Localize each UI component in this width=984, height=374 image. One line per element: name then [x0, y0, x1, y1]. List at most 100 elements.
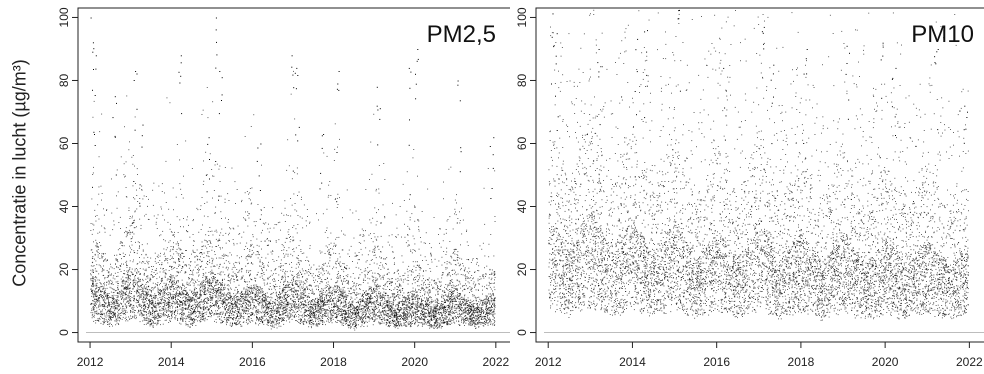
scatter-point: [155, 262, 157, 264]
scatter-point: [180, 318, 182, 320]
scatter-point: [266, 311, 268, 313]
scatter-point: [286, 295, 288, 297]
scatter-point: [413, 238, 415, 240]
scatter-point: [438, 309, 440, 311]
scatter-point: [382, 266, 384, 268]
scatter-point: [214, 212, 216, 213]
scatter-point: [93, 304, 95, 306]
scatter-point: [294, 282, 296, 284]
scatter-point: [365, 294, 366, 296]
scatter-point: [304, 288, 305, 290]
scatter-point: [329, 285, 330, 287]
scatter-point: [444, 318, 446, 320]
scatter-point: [399, 275, 401, 277]
scatter-point: [129, 305, 131, 307]
scatter-point: [96, 310, 98, 312]
scatter-point: [216, 313, 218, 315]
scatter-point: [156, 318, 158, 320]
scatter-point: [448, 283, 450, 285]
scatter-point: [336, 306, 338, 308]
scatter-point: [127, 270, 129, 271]
scatter-point: [305, 280, 307, 281]
scatter-point: [481, 315, 483, 317]
scatter-point: [250, 298, 252, 300]
scatter-point: [216, 257, 217, 259]
scatter-point: [451, 279, 453, 280]
scatter-point: [214, 289, 216, 291]
scatter-point: [303, 320, 305, 322]
scatter-point: [471, 320, 472, 322]
scatter-point: [294, 303, 296, 305]
scatter-point: [180, 323, 182, 325]
scatter-point: [475, 327, 477, 329]
scatter-point: [477, 319, 479, 321]
scatter-point: [407, 295, 409, 297]
scatter-point: [178, 258, 180, 260]
scatter-point: [215, 297, 217, 298]
scatter-point: [482, 319, 484, 320]
scatter-point: [284, 298, 286, 300]
scatter-point: [307, 302, 309, 304]
scatter-point: [442, 310, 444, 311]
scatter-point: [269, 286, 271, 287]
scatter-point: [277, 307, 279, 308]
scatter-point: [216, 303, 217, 305]
scatter-point: [338, 307, 339, 309]
scatter-point: [122, 290, 123, 292]
scatter-point: [150, 295, 151, 296]
scatter-point: [389, 325, 391, 326]
scatter-point: [121, 263, 122, 265]
scatter-point: [292, 227, 294, 228]
scatter-point: [197, 317, 198, 318]
scatter-point: [325, 301, 327, 303]
scatter-point: [150, 313, 152, 315]
scatter-point: [314, 313, 316, 314]
scatter-point: [381, 300, 383, 301]
scatter-point: [243, 316, 245, 317]
scatter-point: [143, 317, 145, 319]
scatter-point: [237, 308, 239, 310]
scatter-point: [282, 245, 284, 247]
scatter-point: [420, 267, 422, 269]
scatter-point: [204, 239, 206, 241]
scatter-point: [459, 283, 461, 285]
scatter-point: [103, 299, 105, 301]
scatter-point: [164, 301, 165, 303]
scatter-point: [299, 305, 301, 307]
scatter-point: [429, 312, 431, 314]
scatter-point: [360, 319, 361, 321]
scatter-point: [353, 284, 355, 286]
scatter-point: [284, 292, 286, 294]
scatter-point: [90, 249, 92, 251]
scatter-point: [332, 268, 333, 270]
scatter-point: [104, 278, 106, 280]
scatter-point: [414, 307, 416, 309]
scatter-point: [261, 308, 263, 310]
scatter-point: [403, 323, 405, 325]
scatter-point: [229, 311, 231, 313]
scatter-point: [323, 305, 324, 307]
scatter-point: [467, 281, 469, 283]
scatter-point: [227, 317, 229, 319]
scatter-point: [355, 307, 357, 309]
scatter-point: [248, 289, 250, 291]
scatter-point: [400, 318, 401, 319]
scatter-point: [239, 299, 240, 300]
scatter-point: [475, 289, 477, 291]
scatter-point: [260, 209, 262, 211]
scatter-point: [255, 299, 257, 301]
scatter-point: [172, 280, 174, 282]
scatter-point: [469, 320, 471, 322]
scatter-point: [167, 278, 169, 280]
scatter-point: [150, 294, 152, 296]
scatter-point: [109, 279, 111, 281]
scatter-point: [179, 248, 181, 250]
scatter-point: [186, 295, 188, 296]
scatter-point: [313, 304, 315, 306]
scatter-point: [398, 318, 400, 320]
scatter-point: [477, 312, 478, 314]
scatter-point: [369, 306, 371, 308]
scatter-point: [225, 293, 227, 295]
scatter-point: [171, 280, 173, 282]
scatter-point: [352, 281, 353, 282]
